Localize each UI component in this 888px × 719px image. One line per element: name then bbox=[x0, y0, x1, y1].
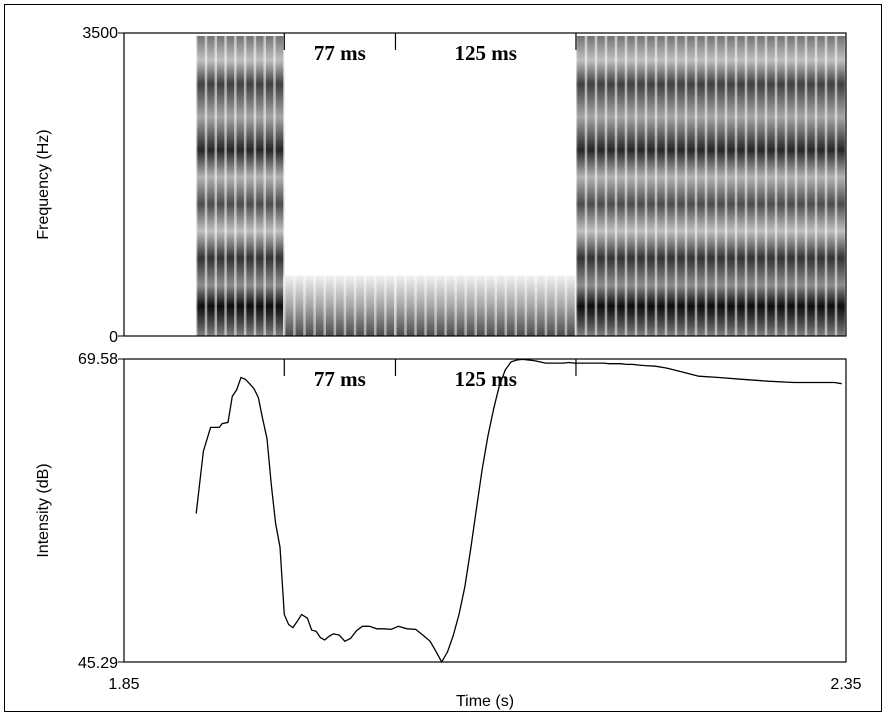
frequency-axis-label: Frequency (Hz) bbox=[35, 129, 52, 239]
intensity-axis-tick-label-bottom: 45.29 bbox=[78, 655, 118, 672]
time-axis-label: Time (s) bbox=[456, 693, 514, 710]
spectrogram-duration-label: 77 ms bbox=[314, 41, 366, 65]
spectrogram-duration-label: 125 ms bbox=[455, 41, 517, 65]
spectrogram-segments bbox=[194, 36, 848, 336]
spectrogram-segment-onset bbox=[196, 36, 285, 336]
frequency-axis-tick-label-bottom: 0 bbox=[109, 329, 118, 346]
intensity-axes-box bbox=[123, 358, 847, 663]
spectrogram-segment-release bbox=[575, 36, 846, 336]
frequency-axis-tick-label-top: 3500 bbox=[82, 25, 118, 42]
time-tick-label-left: 1.85 bbox=[108, 676, 139, 693]
intensity-axis-tick-label-top: 69.58 bbox=[78, 351, 118, 368]
intensity-duration-label: 77 ms bbox=[314, 367, 366, 391]
time-tick-label-right: 2.35 bbox=[830, 676, 861, 693]
intensity-axis-label: Intensity (dB) bbox=[35, 463, 52, 557]
spectrogram-segment-closure bbox=[284, 275, 396, 336]
intensity-duration-label: 125 ms bbox=[455, 367, 517, 391]
intensity-line bbox=[195, 358, 842, 664]
spectrogram-axes-box bbox=[123, 32, 847, 337]
